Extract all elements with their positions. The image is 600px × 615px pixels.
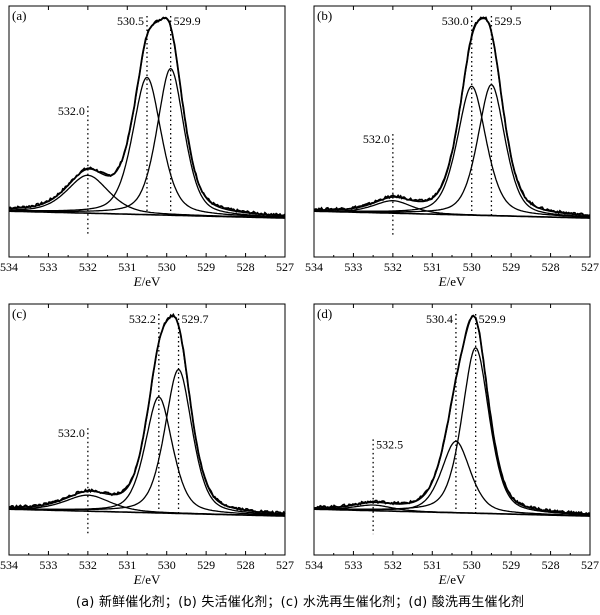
envelope-fit <box>314 17 591 217</box>
x-tick-label: 528 <box>542 260 560 274</box>
raw-spectrum <box>8 16 286 217</box>
x-tick-label: 534 <box>305 558 323 572</box>
x-tick-label: 530 <box>158 260 176 274</box>
x-tick-label: 532 <box>79 558 97 572</box>
peak-label: 529.9 <box>174 14 201 28</box>
peak-label: 529.9 <box>479 312 506 326</box>
component-peak-530.5 <box>9 76 285 218</box>
x-axis-label: E/eV <box>133 572 161 587</box>
x-tick-label: 531 <box>423 260 441 274</box>
peak-label: 529.7 <box>182 312 209 326</box>
x-tick-label: 530 <box>463 260 481 274</box>
x-tick-label: 527 <box>276 558 294 572</box>
x-tick-label: 533 <box>344 558 362 572</box>
x-tick-label: 528 <box>542 558 560 572</box>
plot-frame <box>313 5 591 258</box>
x-tick-label: 532 <box>79 260 97 274</box>
peak-label: 532.2 <box>129 312 156 326</box>
x-tick-label: 531 <box>423 558 441 572</box>
raw-spectrum <box>313 314 591 516</box>
x-tick-label: 532 <box>384 558 402 572</box>
x-tick-label: 532 <box>384 260 402 274</box>
panel-label: (a) <box>12 8 26 23</box>
plot-frame <box>8 303 286 556</box>
xps-figure: 534 533 532 531 530 529 528 527 E/eV (a) 532.0 530.… <box>0 5 599 587</box>
component-peak-532.5 <box>314 504 591 517</box>
x-tick-label: 527 <box>276 260 294 274</box>
x-tick-label: 530 <box>158 558 176 572</box>
x-tick-label: 529 <box>197 558 215 572</box>
peak-label: 530.5 <box>117 14 144 28</box>
component-peak-532.0 <box>313 200 590 219</box>
x-tick-label: 528 <box>237 260 255 274</box>
x-tick-label: 529 <box>197 260 215 274</box>
x-tick-label: 534 <box>305 260 323 274</box>
x-tick-label: 533 <box>344 260 362 274</box>
x-tick-label: 529 <box>502 260 520 274</box>
component-peak-529.9 <box>8 67 286 218</box>
x-axis-label: E/eV <box>438 572 466 587</box>
raw-spectrum <box>8 312 286 515</box>
panel-b: 534 533 532 531 530 529 528 527 E/eV (b) 532.0 530.… <box>305 5 599 289</box>
x-tick-label: 531 <box>118 558 136 572</box>
component-peak-529.9 <box>314 347 591 516</box>
x-tick-label: 533 <box>39 558 57 572</box>
raw-spectrum <box>313 16 591 217</box>
component-peak-529.7 <box>9 368 285 516</box>
figure-caption: (a) 新鲜催化剂；(b) 失活催化剂；(c) 水洗再生催化剂；(d) 酸洗再生… <box>75 595 525 610</box>
x-tick-label: 534 <box>0 260 18 274</box>
x-axis-label: E/eV <box>438 274 466 289</box>
panel-c: 534 533 532 531 530 529 528 527 E/eV (c) 532.0 532.… <box>0 303 294 587</box>
peak-label: 532.0 <box>363 132 390 146</box>
peak-label: 530.4 <box>426 312 453 326</box>
envelope-fit <box>314 315 591 516</box>
x-tick-label: 533 <box>39 260 57 274</box>
x-tick-label: 528 <box>237 558 255 572</box>
x-tick-label: 527 <box>581 558 599 572</box>
peak-label: 529.5 <box>494 14 521 28</box>
plot-frame <box>313 303 591 556</box>
peak-label: 532.0 <box>58 104 85 118</box>
panel-label: (b) <box>317 8 332 23</box>
peak-label: 532.0 <box>58 426 85 440</box>
x-axis-label: E/eV <box>133 274 161 289</box>
x-tick-label: 529 <box>502 558 520 572</box>
panel-label: (c) <box>12 306 26 321</box>
component-peak-529.5 <box>314 84 591 218</box>
component-peak-532.0 <box>9 494 286 517</box>
peak-label: 530.0 <box>442 14 469 28</box>
peak-label: 532.5 <box>376 437 403 451</box>
x-tick-label: 534 <box>0 558 18 572</box>
panel-d: 534 533 532 531 530 529 528 527 E/eV (d) 532.5 530.… <box>305 303 599 587</box>
panel-label: (d) <box>317 306 332 321</box>
panel-a: 534 533 532 531 530 529 528 527 E/eV (a) 532.0 530.… <box>0 5 294 289</box>
x-tick-label: 530 <box>463 558 481 572</box>
x-tick-label: 531 <box>118 260 136 274</box>
component-peak-532.0 <box>8 174 286 219</box>
x-tick-label: 527 <box>581 260 599 274</box>
